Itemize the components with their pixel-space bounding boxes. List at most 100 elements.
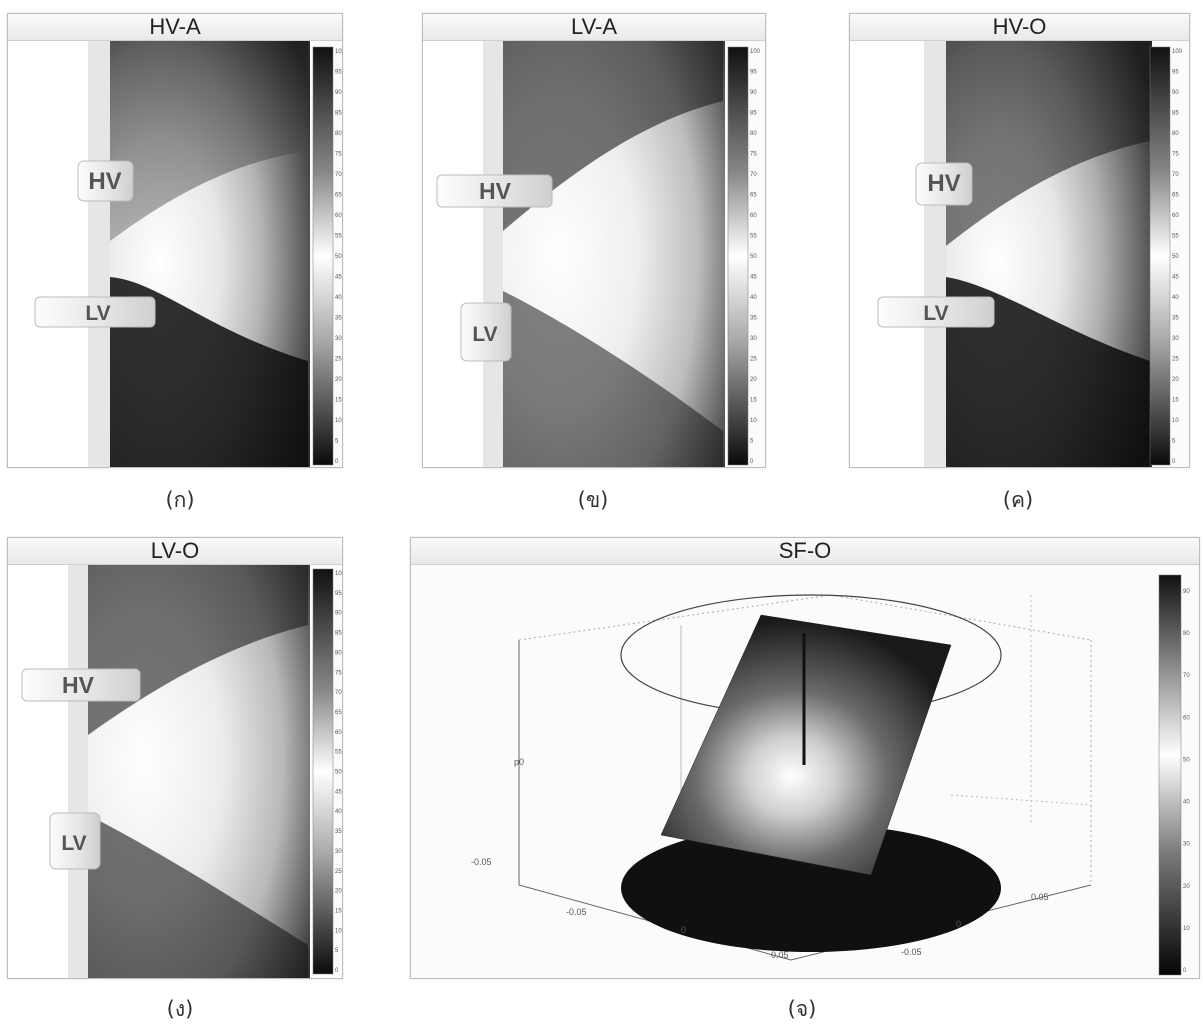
colorbar-tick-label: 85 [1172, 111, 1179, 117]
lv-label: LV [61, 832, 86, 855]
colorbar-tick-label: 25 [335, 869, 342, 875]
panel-hv-a: HV-A [7, 13, 343, 468]
axis-tick-label: 0.05 [1031, 892, 1049, 902]
colorbar-tick-label: 45 [1172, 275, 1179, 281]
colorbar-tick-label: 0 [1183, 968, 1187, 974]
colorbar-tick-label: 75 [335, 152, 342, 158]
colorbar-tick-label: 45 [750, 275, 757, 281]
colorbar-ticks: 1009590858075706560555045403530252015105… [335, 49, 342, 465]
colorbar-tick-label: 60 [1172, 213, 1179, 219]
colorbar-tick-label: 55 [750, 234, 757, 240]
colorbar-tick-label: 65 [1172, 193, 1179, 199]
colorbar-tick-label: 100 [1172, 49, 1183, 55]
colorbar-tick-label: 40 [335, 295, 342, 301]
colorbar-tick-label: 60 [750, 213, 757, 219]
colorbar-tick-label: 55 [335, 750, 342, 756]
colorbar-tick-label: 75 [1172, 152, 1179, 158]
colorbar-tick-label: 5 [335, 948, 339, 954]
colorbar-tick-label: 90 [335, 611, 342, 617]
colorbar-tick-label: 95 [335, 591, 342, 597]
colorbar-tick-label: 55 [1172, 234, 1179, 240]
colorbar-tick-label: 10 [1183, 926, 1190, 932]
colorbar-tick-label: 15 [335, 398, 342, 404]
colorbar-tick-label: 70 [750, 172, 757, 178]
colorbar-tick-label: 0 [1172, 459, 1176, 465]
colorbar-tick-label: 65 [335, 710, 342, 716]
svg-text:p: p [514, 757, 519, 767]
colorbar-tick-label: 10 [1172, 418, 1179, 424]
colorbar-ticks: 1009590858075706560555045403530252015105… [750, 49, 761, 465]
panel-title: HV-A [8, 14, 342, 41]
colorbar-tick-label: 95 [335, 70, 342, 76]
hv-label: HV [88, 168, 121, 195]
colorbar-ticks: 90 80 70 60 50 40 30 20 10 0 [1183, 589, 1190, 974]
axis-ticks-vertical: -0.05 0 [471, 757, 524, 867]
colorbar-tick-label: 30 [750, 336, 757, 342]
axis-tick-label: 0.05 [771, 950, 789, 960]
colorbar-tick-label: 85 [335, 111, 342, 117]
colorbar-tick-label: 80 [1183, 631, 1190, 637]
colorbar-tick-label: 15 [1172, 398, 1179, 404]
colorbar-tick-label: 100 [335, 49, 342, 55]
colorbar-tick-label: 35 [335, 829, 342, 835]
colorbar-tick-label: 0 [750, 459, 754, 465]
colorbar-tick-label: 50 [750, 254, 757, 260]
colorbar-tick-label: 85 [750, 111, 757, 117]
colorbar-tick-label: 25 [1172, 357, 1179, 363]
colorbar-tick-label: 5 [335, 439, 339, 445]
colorbar-tick-label: 95 [1172, 70, 1179, 76]
colorbar-tick-label: 70 [335, 690, 342, 696]
panel-sf-o: SF-O p -0.05 0 [410, 537, 1200, 979]
colorbar-tick-label: 35 [1172, 316, 1179, 322]
colorbar-tick-label: 10 [335, 928, 342, 934]
colorbar-tick-label: 30 [1183, 842, 1190, 848]
colorbar-tick-label: 60 [335, 213, 342, 219]
colorbar-tick-label: 90 [1172, 90, 1179, 96]
colorbar-ticks: 1009590858075706560555045403530252015105… [1172, 49, 1183, 465]
caption-kho-khwai: (ค) [1002, 488, 1034, 512]
axis-ticks-left-front: -0.05 0 0.05 [566, 907, 789, 960]
colorbar-tick-label: 75 [335, 670, 342, 676]
colorbar-tick-label: 80 [335, 650, 342, 656]
hv-label: HV [927, 170, 960, 197]
colorbar-tick-label: 20 [1183, 884, 1190, 890]
field-plot-lv-a: HV LV 1009590858075706560555045403530252… [423, 41, 761, 467]
lv-label: LV [923, 302, 948, 325]
colorbar-tick-label: 70 [1183, 673, 1190, 679]
colorbar-tick-label: 70 [335, 172, 342, 178]
colorbar-tick-label: 30 [335, 336, 342, 342]
panel-lv-a: LV-A [422, 13, 766, 468]
colorbar-tick-label: 85 [335, 631, 342, 637]
panel-title: LV-A [423, 14, 765, 41]
colorbar-tick-label: 20 [335, 889, 342, 895]
colorbar-ticks: 1009590858075706560555045403530252015105… [335, 571, 342, 974]
field-plot-hv-o: HV LV 1009590858075706560555045403530252… [850, 41, 1183, 467]
colorbar-tick-label: 30 [1172, 336, 1179, 342]
colorbar-tick-label: 5 [1172, 439, 1176, 445]
colorbar-tick-label: 90 [750, 90, 757, 96]
colorbar-tick-label: 45 [335, 275, 342, 281]
colorbar-tick-label: 25 [335, 357, 342, 363]
caption-cho: (จ) [787, 997, 817, 1021]
colorbar-tick-label: 30 [335, 849, 342, 855]
axis-ticks-right-front: -0.05 0 0.05 [901, 892, 1049, 957]
colorbar-tick-label: 25 [750, 357, 757, 363]
colorbar-tick-label: 65 [750, 193, 757, 199]
colorbar-tick-label: 20 [335, 377, 342, 383]
lv-label: LV [85, 302, 110, 325]
colorbar-tick-label: 65 [335, 193, 342, 199]
colorbar-tick-label: 40 [750, 295, 757, 301]
caption-ngo: (ง) [166, 997, 194, 1021]
colorbar-tick-label: 40 [1172, 295, 1179, 301]
caption-kho: (ข) [577, 488, 609, 512]
colorbar-tick-label: 60 [1183, 715, 1190, 721]
colorbar-tick-label: 45 [335, 789, 342, 795]
panel-title: SF-O [411, 538, 1199, 565]
colorbar-tick-label: 70 [1172, 172, 1179, 178]
colorbar-tick-label: 75 [750, 152, 757, 158]
field-plot-lv-o: HV LV 1009590858075706560555045403530252… [8, 565, 342, 978]
colorbar-tick-label: 100 [335, 571, 342, 577]
caption-ka: (ก) [165, 488, 195, 512]
colorbar-tick-label: 10 [750, 418, 757, 424]
panel-title: HV-O [850, 14, 1189, 41]
